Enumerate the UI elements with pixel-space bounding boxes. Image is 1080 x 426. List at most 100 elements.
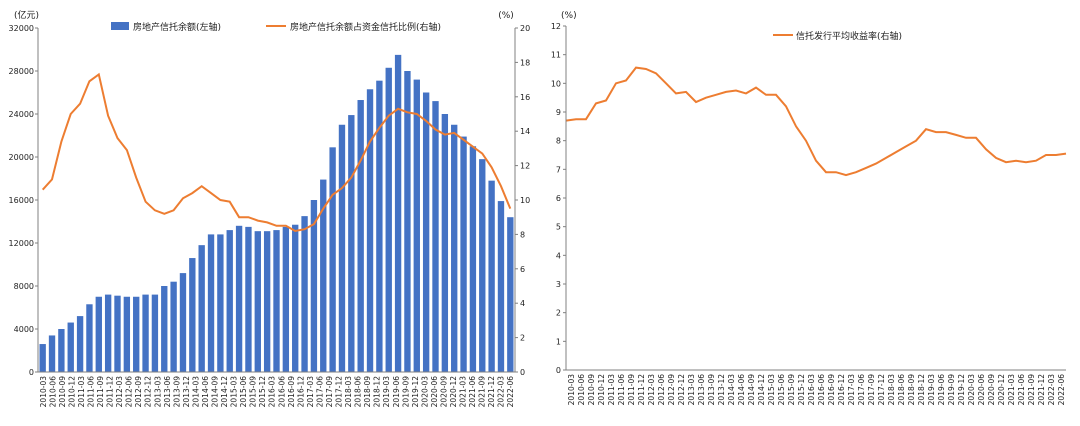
x-tick-label: 2017-03 [306, 376, 315, 408]
x-tick-label: 2022-06 [506, 376, 515, 408]
yield-x-tick-label: 2011-12 [637, 374, 646, 406]
balance-bar [226, 230, 233, 372]
yield-x-tick-label: 2021-09 [1027, 374, 1036, 406]
balance-bar [394, 54, 402, 372]
yield-x-tick-label: 2022-06 [1057, 374, 1066, 406]
x-tick-label: 2015-09 [249, 376, 258, 408]
balance-bar [404, 71, 411, 372]
left-y-tick-label: 20000 [9, 153, 34, 162]
yield-x-tick-label: 2016-06 [817, 374, 826, 406]
chart-left: (亿元) (%) 房地产信托余额(左轴) 房地产信托余额占资金信托比例(右轴) … [9, 9, 531, 407]
balance-bar [460, 136, 467, 372]
x-tick-label: 2011-06 [86, 376, 95, 408]
right-y-tick-label: 18 [520, 58, 530, 67]
balance-bar [320, 179, 327, 372]
balance-bar [254, 231, 261, 372]
yield-x-tick-label: 2017-06 [857, 374, 866, 406]
right-y-tick-label: 14 [520, 127, 530, 136]
balance-bar [479, 159, 486, 372]
x-tick-label: 2013-09 [172, 376, 181, 408]
x-tick-label: 2011-03 [77, 376, 86, 408]
x-tick-label: 2021-12 [487, 376, 496, 408]
yield-y-tick-label: 2 [556, 309, 561, 318]
yield-x-tick-label: 2017-12 [877, 374, 886, 406]
yield-x-tick-label: 2018-12 [917, 374, 926, 406]
yield-axis-unit: (%) [561, 11, 577, 21]
yield-y-tick-label: 9 [556, 108, 561, 117]
balance-bar [366, 89, 374, 373]
yield-x-tick-label: 2014-03 [727, 374, 736, 406]
yield-x-tick-label: 2010-03 [567, 374, 576, 406]
yield-x-tick-label: 2016-09 [827, 374, 836, 406]
yield-x-tick-label: 2013-06 [697, 374, 706, 406]
x-tick-label: 2015-12 [258, 376, 267, 408]
yield-x-tick-label: 2015-06 [777, 374, 786, 406]
yield-x-tick-label: 2018-03 [887, 374, 896, 406]
yield-x-tick-label: 2019-09 [947, 374, 956, 406]
yield-x-tick-label: 2015-09 [787, 374, 796, 406]
left-y-tick-label: 8000 [14, 282, 34, 291]
left-axis-unit: (亿元) [14, 9, 39, 21]
x-tick-label: 2019-12 [411, 376, 420, 408]
x-tick-label: 2016-12 [296, 376, 305, 408]
x-tick-label: 2014-12 [220, 376, 229, 408]
x-tick-label: 2017-12 [335, 376, 344, 408]
right-y-tick-label: 6 [520, 265, 525, 274]
balance-bar [104, 294, 112, 372]
x-tick-label: 2020-06 [430, 376, 439, 408]
balance-bar [441, 114, 449, 372]
balance-bar [432, 101, 439, 372]
x-tick-label: 2015-03 [230, 376, 239, 408]
yield-y-tick-label: 11 [551, 51, 561, 60]
yield-x-tick-label: 2021-03 [1007, 374, 1016, 406]
yield-y-tick-label: 7 [556, 165, 561, 174]
yield-x-tick-label: 2012-09 [667, 374, 676, 406]
yield-series-line [565, 66, 1067, 177]
x-tick-label: 2014-03 [191, 376, 200, 408]
x-tick-label: 2011-09 [96, 376, 105, 408]
x-tick-label: 2017-06 [315, 376, 324, 408]
balance-bar [189, 258, 196, 372]
left-y-tick-label: 0 [29, 368, 34, 377]
x-tick-label: 2010-09 [58, 376, 67, 408]
right-y-tick-label: 0 [520, 368, 525, 377]
x-tick-label: 2012-06 [125, 376, 134, 408]
legend-bar-swatch [111, 22, 129, 30]
ratio-series-line [41, 72, 512, 233]
x-tick-label: 2021-06 [468, 376, 477, 408]
x-tick-label: 2020-09 [439, 376, 448, 408]
yield-y-tick-label: 10 [551, 79, 561, 88]
balance-bar [385, 67, 392, 373]
yield-x-tick-label: 2015-12 [797, 374, 806, 406]
legend-bar-label: 房地产信托余额(左轴) [133, 21, 221, 33]
balance-bar [198, 245, 205, 372]
legend-line-label: 房地产信托余额占资金信托比例(右轴) [290, 21, 441, 33]
x-tick-label: 2016-09 [287, 376, 296, 408]
x-tick-label: 2019-06 [392, 376, 401, 408]
balance-bar [217, 234, 224, 372]
balance-bar [376, 80, 383, 373]
balance-bar [48, 335, 56, 372]
yield-x-tick-label: 2021-12 [1037, 374, 1046, 406]
balance-bar [263, 231, 271, 372]
right-y-tick-label: 4 [520, 299, 525, 308]
yield-x-tick-label: 2010-06 [577, 374, 586, 406]
x-tick-label: 2017-09 [325, 376, 334, 408]
left-y-tick-label: 4000 [14, 325, 34, 334]
balance-bar [301, 216, 308, 372]
yield-x-tick-label: 2013-12 [717, 374, 726, 406]
yield-x-tick-label: 2014-12 [757, 374, 766, 406]
yield-y-tick-label: 8 [556, 137, 561, 146]
yield-x-tick-label: 2013-03 [687, 374, 696, 406]
right-y-tick-label: 16 [520, 93, 530, 102]
x-tick-label: 2020-03 [420, 376, 429, 408]
yield-x-tick-label: 2012-03 [647, 374, 656, 406]
x-tick-label: 2018-03 [344, 376, 353, 408]
balance-bar [310, 200, 318, 372]
balance-bar [413, 79, 420, 372]
balance-bar [348, 115, 355, 372]
balance-bar [329, 147, 336, 372]
balance-bar [488, 180, 495, 372]
legend-yield-label: 信托发行平均收益率(右轴) [796, 30, 902, 42]
